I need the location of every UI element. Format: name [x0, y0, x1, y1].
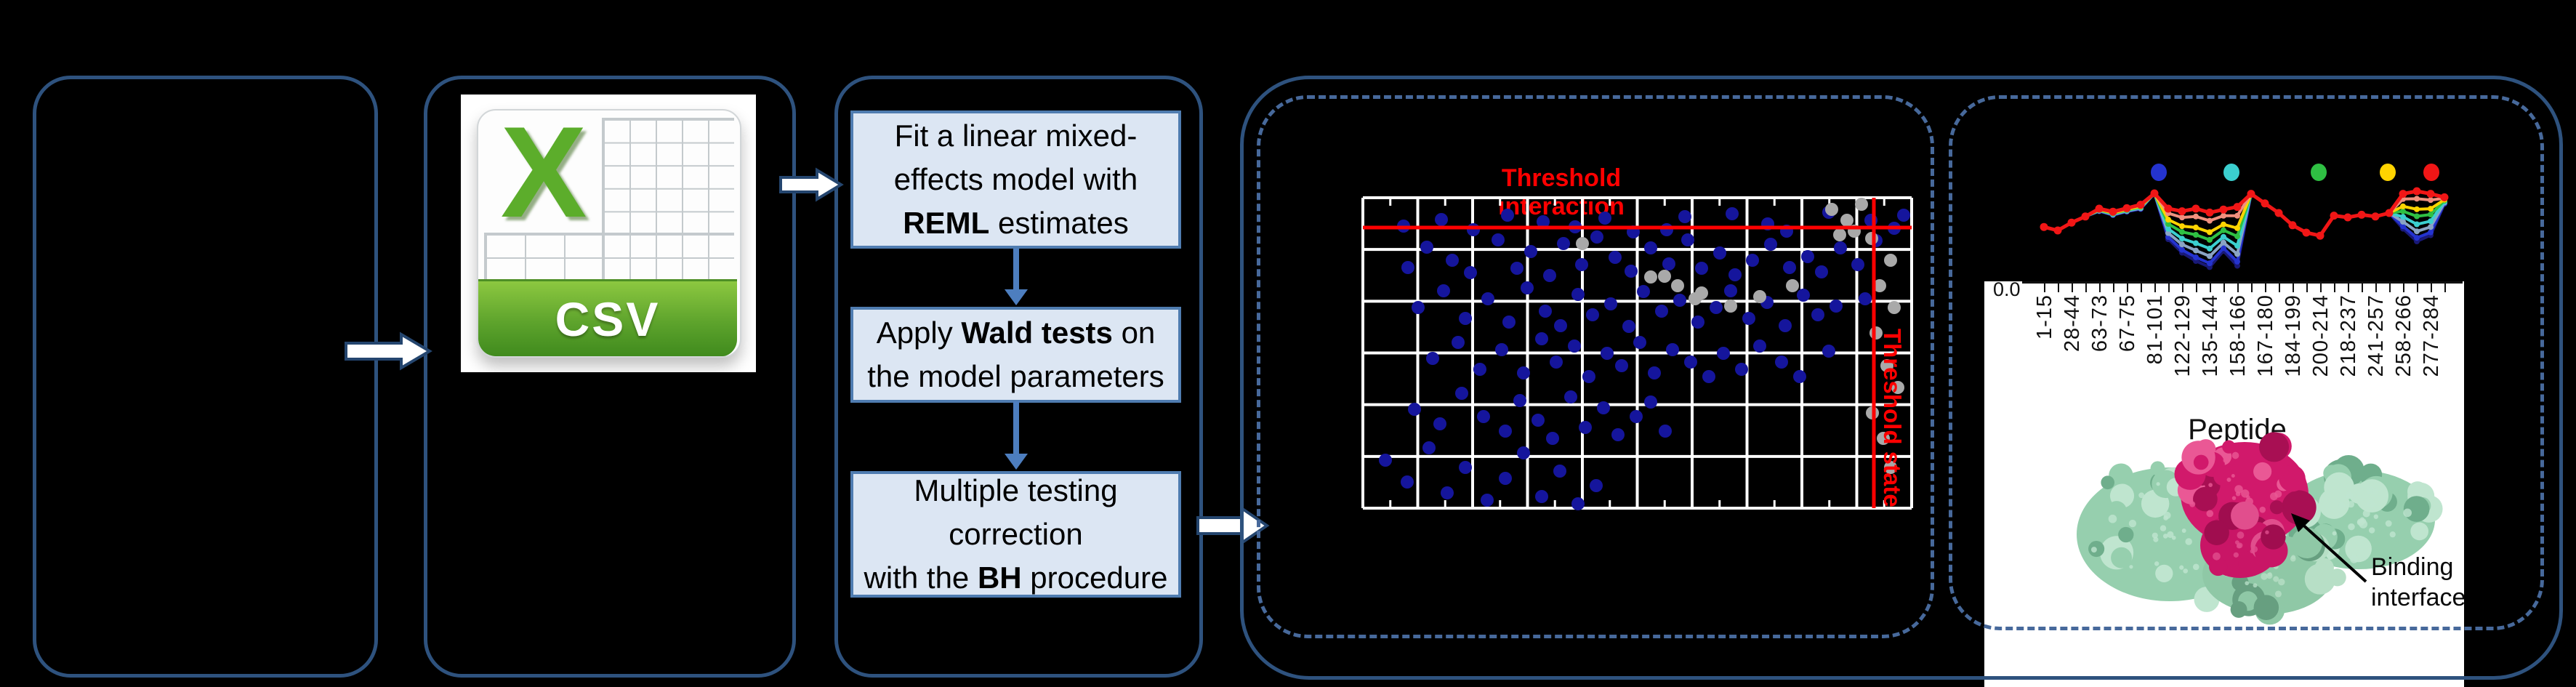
- flow-box-reml: Fit a linear mixed-effects model with REM…: [850, 111, 1181, 249]
- panel-uptake: [1949, 95, 2544, 630]
- scatter-points-blue: [1379, 206, 1910, 510]
- axis-tick: [2265, 284, 2266, 292]
- threshold-lines: [1363, 198, 1912, 508]
- axis-tick: [2099, 284, 2101, 292]
- excel-x-icon: X: [500, 109, 587, 244]
- axis-tick: [2196, 284, 2197, 292]
- panel-scatter: [1257, 95, 1934, 638]
- flow-box-line: Fit a linear mixed-: [894, 118, 1138, 153]
- axis-tick: [2127, 284, 2128, 292]
- binding-interface-label: Binding interface: [2371, 553, 2464, 611]
- flow-box-wald: Apply Wald tests on the model parameters: [850, 307, 1181, 403]
- spreadsheet-grid-icon: [602, 118, 734, 234]
- axis-tick: [2058, 284, 2059, 292]
- flow-box-line: correction: [949, 517, 1083, 551]
- axis-tick: [2444, 284, 2446, 292]
- down-arrow-icon: [1005, 249, 1028, 305]
- y-axis-tick-label: 0.0: [1993, 281, 2021, 300]
- threshold-state-label: Threshold state: [1879, 329, 1906, 507]
- scatter-grid: [1361, 196, 1913, 510]
- flow-box-line: with the BH procedure: [864, 561, 1168, 595]
- axis-tick: [2223, 284, 2225, 292]
- panel-results-outer: [1240, 76, 2563, 680]
- axis-tick: [2362, 284, 2363, 292]
- axis-tick: [2334, 284, 2335, 292]
- axis-tick: [2320, 284, 2322, 292]
- axis-tick: [2072, 284, 2073, 292]
- axis-tick: [2210, 284, 2211, 292]
- axis-tick: [2403, 284, 2404, 292]
- right-arrow-icon: [779, 167, 844, 202]
- right-arrow-icon: [345, 332, 432, 371]
- axis-tick: [2348, 284, 2349, 292]
- axis-tick: [2113, 284, 2114, 292]
- flow-box-line: effects model with: [893, 162, 1138, 196]
- axis-tick: [2375, 284, 2377, 292]
- flow-box-bh: Multiple testing correction with the BH pr…: [850, 471, 1181, 598]
- csv-label: CSV: [555, 292, 661, 346]
- flow-box-line: REML estimates: [903, 206, 1129, 240]
- axis-tick: [2389, 284, 2391, 292]
- spreadsheet-grid-icon: [602, 233, 734, 281]
- panel-statistics: [834, 76, 1203, 678]
- flow-box-line: Multiple testing: [914, 473, 1118, 507]
- axis-tick: [2251, 284, 2253, 292]
- axis-tick: [2085, 284, 2087, 292]
- axis-tick: [2237, 284, 2239, 292]
- down-arrow-icon: [1005, 401, 1028, 470]
- axis-tick: [2044, 284, 2045, 292]
- protein-binding-region-pink: [2174, 432, 2317, 578]
- flow-box-line: Apply Wald tests on: [876, 316, 1156, 350]
- panel-csv: [424, 76, 796, 678]
- axis-tick: [2154, 284, 2156, 292]
- csv-file-image: X CSV: [461, 95, 756, 372]
- scatter-plot: [1361, 196, 1913, 510]
- x-axis: [2022, 281, 2463, 284]
- panel-input: [33, 76, 378, 678]
- axis-tick: [2417, 284, 2418, 292]
- axis-tick: [2279, 284, 2280, 292]
- binding-interface-arrow: [2291, 513, 2367, 583]
- csv-file-icon: X CSV: [477, 109, 741, 358]
- results-image-block: 0.0 1-15 28-44 63-73 67-75 81-101 122-129 135-…: [1984, 281, 2464, 687]
- axis-tick: [2431, 284, 2432, 292]
- axis-tick: [2306, 284, 2308, 292]
- protein-structure-image: [2077, 432, 2443, 625]
- spreadsheet-grid-icon: [484, 233, 603, 281]
- axis-tick: [2293, 284, 2294, 292]
- time-legend-dots: [2151, 164, 2439, 181]
- axis-tick: [2182, 284, 2183, 292]
- csv-banner: CSV: [478, 279, 737, 356]
- axis-tick: [2141, 284, 2142, 292]
- uptake-line-chart: [2040, 164, 2449, 270]
- flow-box-line: the model parameters: [867, 359, 1164, 393]
- uptake-series-red: [2040, 187, 2449, 240]
- axis-tick: [2168, 284, 2170, 292]
